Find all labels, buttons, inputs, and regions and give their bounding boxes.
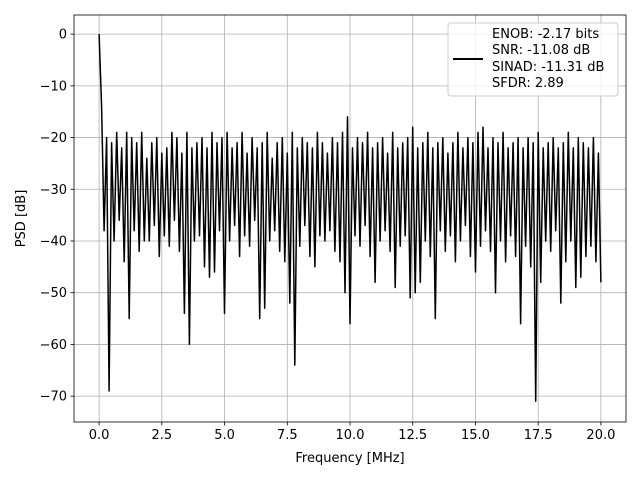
x-tick-label: 17.5: [524, 428, 553, 443]
x-tick-label: 2.5: [151, 428, 172, 443]
legend-sfdr: SFDR: 2.89: [492, 76, 564, 91]
x-tick-label: 12.5: [398, 428, 427, 443]
x-tick-label: 10.0: [336, 428, 365, 443]
x-axis-label: Frequency [MHz]: [295, 451, 404, 466]
y-tick-label: −10: [40, 79, 67, 94]
y-tick-label: −20: [40, 131, 67, 146]
x-tick-label: 7.5: [277, 428, 298, 443]
x-tick-label: 20.0: [586, 428, 615, 443]
y-tick-label: −50: [40, 286, 67, 301]
psd-line: [98, 34, 602, 403]
legend-snr: SNR: -11.08 dB: [492, 43, 590, 58]
y-tick-label: 0: [59, 28, 67, 43]
series: [98, 34, 602, 403]
y-tick-label: −70: [40, 390, 67, 405]
y-axis-label: PSD [dB]: [14, 190, 29, 248]
ticks: 0.0 2.5 5.0 7.5 10.0 12.5 15.0 17.5 20.0 0 −10 −20 −…: [40, 28, 616, 443]
y-tick-label: −60: [40, 338, 67, 353]
legend-box: [447, 22, 619, 97]
legend-sinad: SINAD: -11.31 dB: [492, 60, 604, 75]
y-tick-label: −40: [40, 234, 67, 249]
legend: ENOB: -2.17 bits SNR: -11.08 dB SINAD: -…: [447, 22, 619, 97]
legend-enob: ENOB: -2.17 bits: [492, 27, 599, 42]
x-tick-label: 15.0: [461, 428, 490, 443]
x-tick-label: 0.0: [89, 428, 110, 443]
x-tick-label: 5.0: [214, 428, 235, 443]
y-tick-label: −30: [40, 183, 67, 198]
